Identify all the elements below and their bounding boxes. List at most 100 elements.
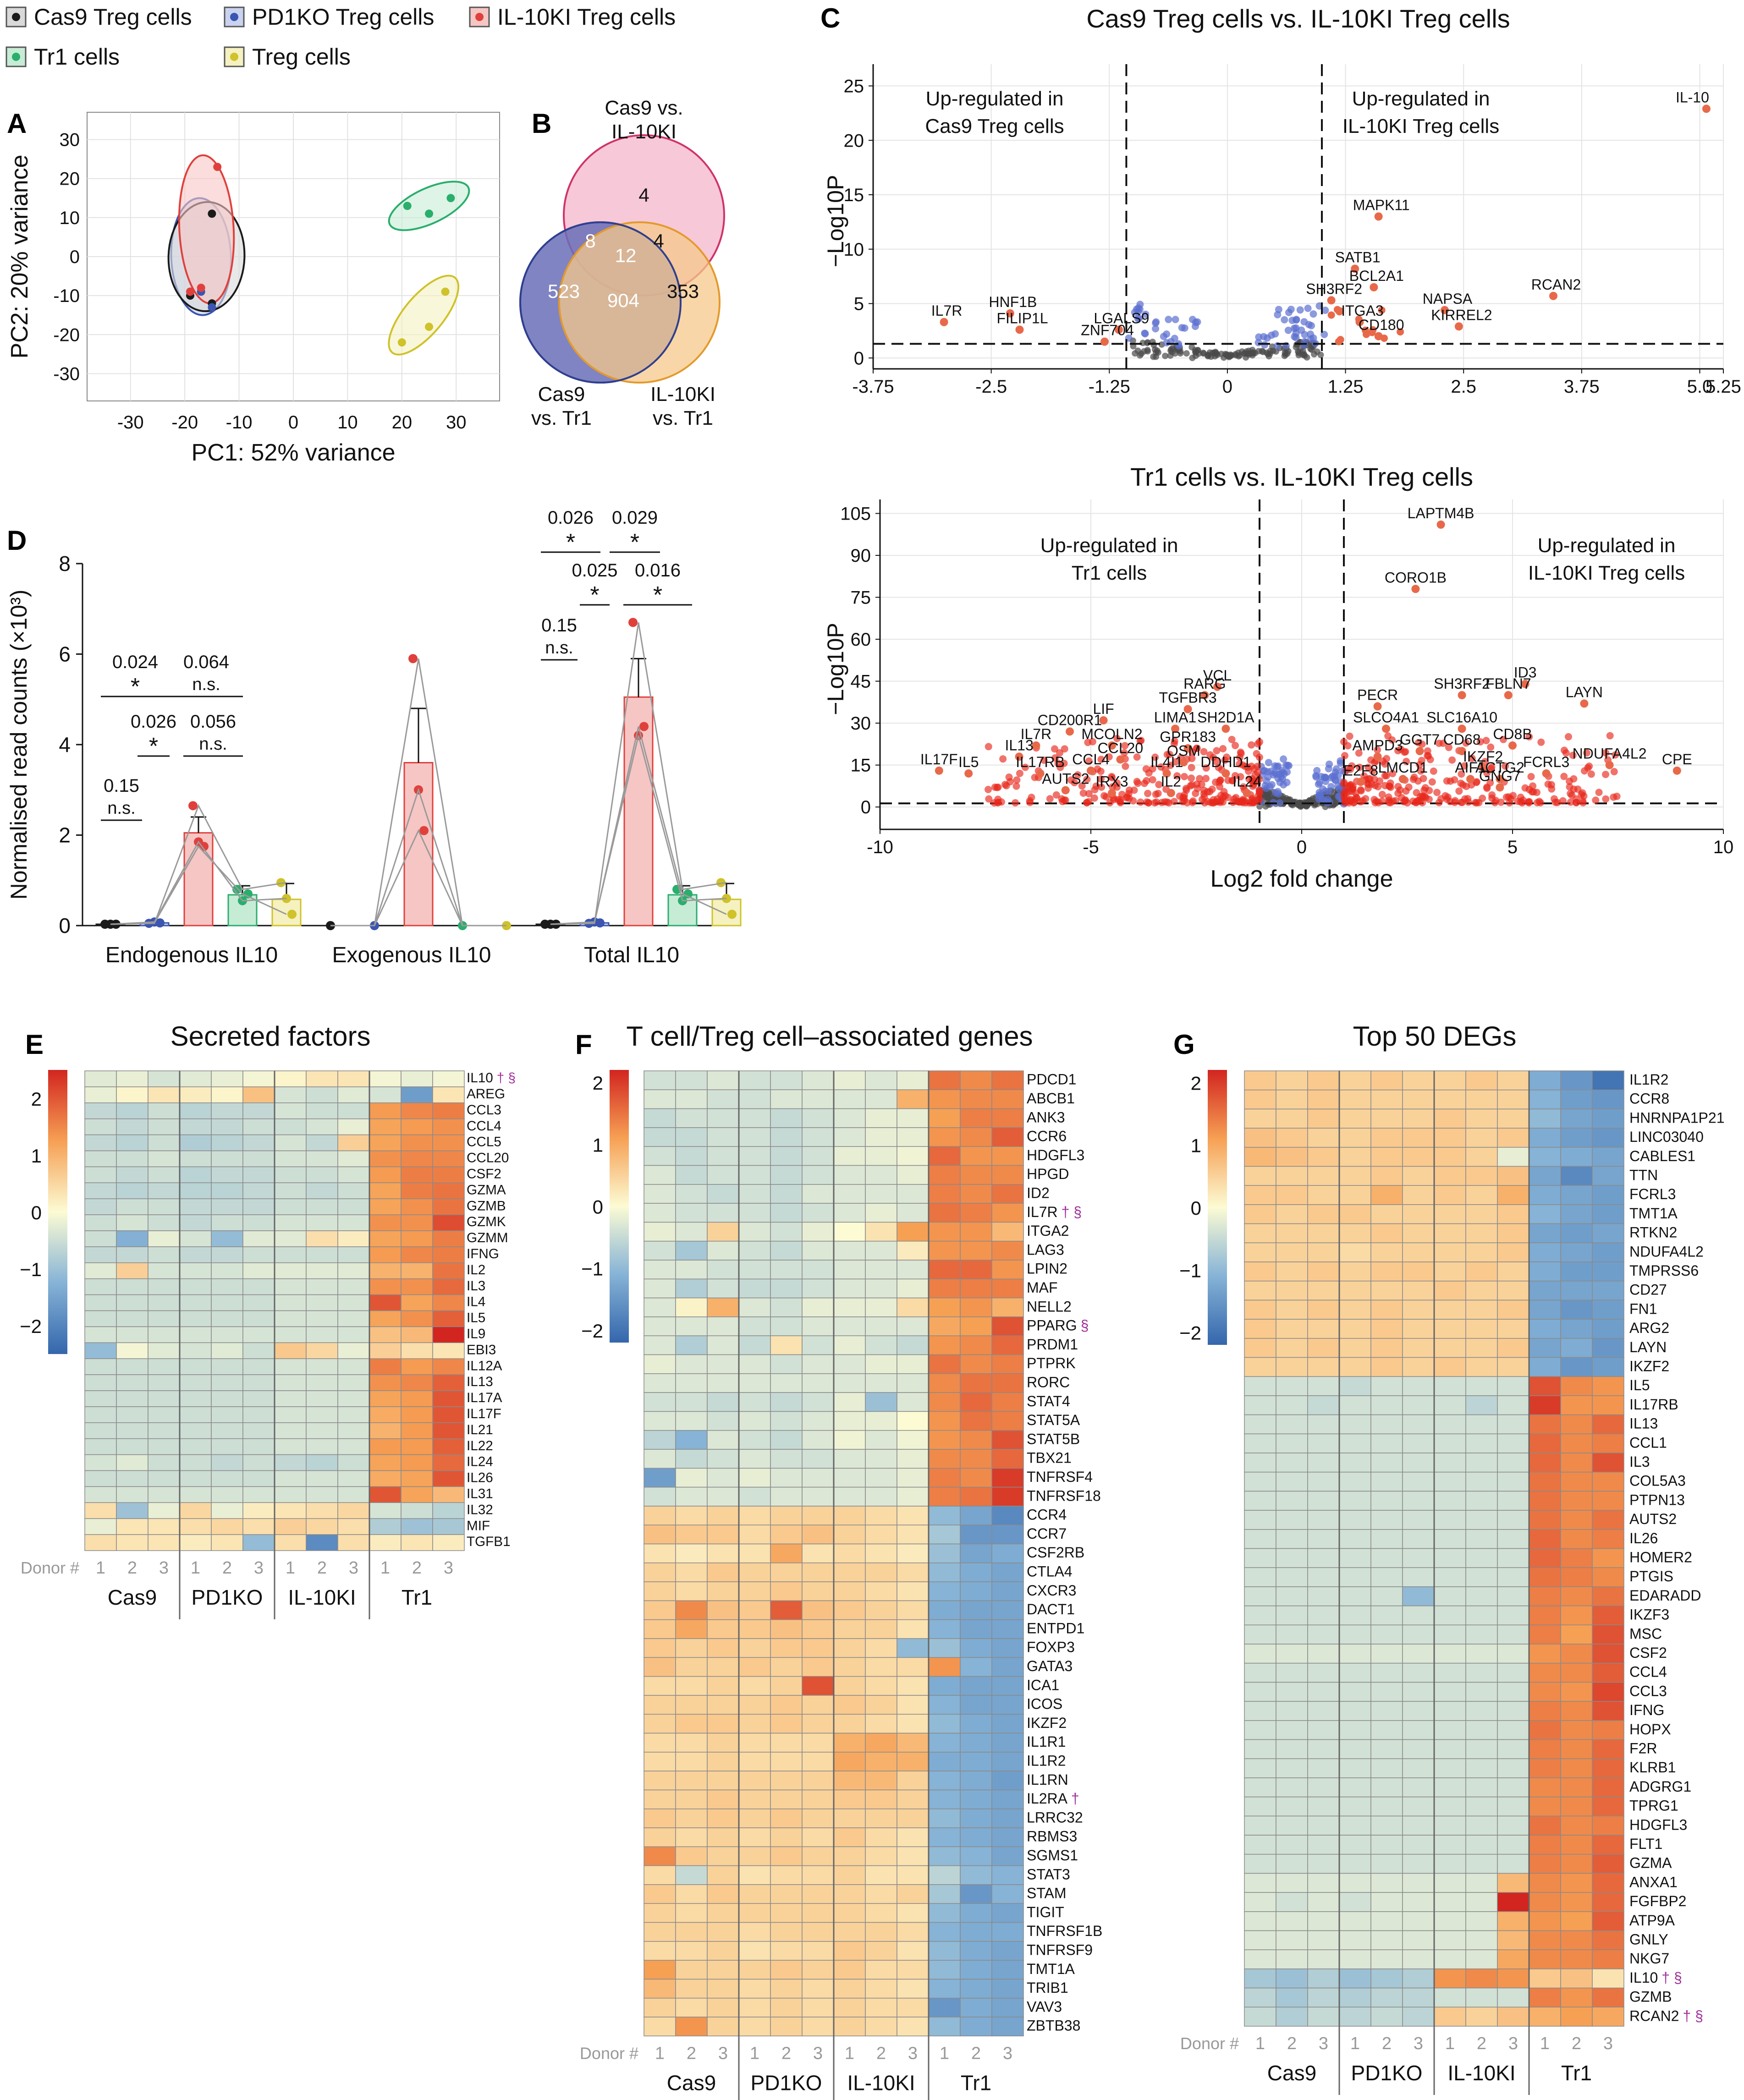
heatmap-cell — [928, 1335, 961, 1355]
heatmap-cell — [1465, 1166, 1498, 1186]
heatmap-cell — [148, 1294, 180, 1311]
heatmap-cell — [1529, 1853, 1561, 1874]
heatmap-cell — [1244, 1586, 1276, 1607]
gene-label: CD200R1 — [1038, 712, 1102, 728]
heatmap-cell — [991, 1563, 1024, 1582]
heatmap-cell — [306, 1342, 338, 1359]
heatmap-cell — [1529, 1185, 1561, 1205]
heatmap-cell — [738, 1449, 771, 1469]
heatmap-cell — [1307, 1185, 1340, 1205]
heatmap-cell — [337, 1454, 370, 1471]
heatmap-cell — [928, 1260, 961, 1280]
heatmap-cell — [1434, 1624, 1466, 1645]
heatmap-cell — [1339, 1644, 1371, 1664]
heatmap-cell — [211, 1310, 243, 1327]
heatmap-cell — [960, 1657, 992, 1677]
heatmap-cell — [1465, 1548, 1498, 1568]
heatmap-cell — [401, 1342, 433, 1359]
donor-number: 3 — [349, 1558, 358, 1578]
gene-label: GNG7 — [1479, 768, 1521, 784]
heatmap-cell — [707, 1563, 739, 1582]
heatmap-cell — [1276, 1453, 1308, 1473]
heatmap-cell — [897, 1524, 929, 1545]
heatmap-cell — [833, 1524, 866, 1545]
significance-mark: * — [590, 582, 599, 609]
gene-row-label: EBI3 — [467, 1342, 496, 1357]
heatmap-cell — [991, 1297, 1024, 1317]
heatmap-cell — [738, 1846, 771, 1866]
heatmap-cell — [928, 1997, 961, 2018]
heatmap-cell — [116, 1198, 149, 1215]
heatmap-cell — [1497, 1491, 1529, 1511]
gene-row-label: MIF — [467, 1518, 490, 1533]
heatmap-cell — [1370, 1720, 1403, 1740]
heatmap-cell — [707, 1638, 739, 1658]
volcano-point-labeled — [1108, 789, 1116, 797]
heatmap-cell — [84, 1454, 117, 1471]
heatmap-cell — [1560, 1471, 1593, 1492]
heatmap-group-label: Tr1 — [961, 2071, 991, 2095]
heatmap-cell — [802, 1203, 834, 1223]
volcano-point-sig — [1349, 785, 1357, 793]
heatmap-cell — [1244, 1204, 1276, 1224]
heatmap-cell — [707, 1600, 739, 1620]
heatmap-cell — [1339, 1089, 1371, 1110]
heatmap-cell — [211, 1070, 243, 1087]
heatmap-cell — [1592, 1662, 1624, 1683]
heatmap-cell — [1592, 1529, 1624, 1549]
heatmap-cell — [770, 1070, 803, 1091]
heatmap-cell — [1592, 1471, 1624, 1492]
heatmap-cell — [1529, 1644, 1561, 1664]
volcano-point-sig — [1097, 775, 1105, 783]
heatmap-cell — [1402, 1338, 1435, 1358]
heatmap-cell — [770, 1865, 803, 1885]
volcano-point-sig — [1083, 799, 1091, 806]
volcano-point-sig — [1202, 764, 1210, 772]
heatmap-cell — [1402, 1911, 1435, 1931]
heatmap-cell — [148, 1422, 180, 1439]
heatmap-cell — [738, 1354, 771, 1374]
heatmap-cell — [1465, 1720, 1498, 1740]
heatmap-cell — [1529, 1892, 1561, 1912]
x-tick-label: 0 — [1297, 837, 1307, 857]
heatmap-cell — [1434, 1395, 1466, 1415]
x-axis-label: PC1: 52% variance — [191, 439, 395, 466]
heatmap-cell — [770, 1997, 803, 2018]
gene-row-label: GZMA — [1629, 1855, 1672, 1871]
heatmap-cell — [1339, 1453, 1371, 1473]
heatmap-cell — [770, 1600, 803, 1620]
heatmap-cell — [1276, 1567, 1308, 1587]
heatmap-cell — [1434, 1701, 1466, 1721]
volcano-point-sig — [940, 318, 948, 326]
heatmap-cell — [401, 1390, 433, 1407]
heatmap-cell — [802, 1714, 834, 1734]
donor-number: 1 — [191, 1558, 200, 1578]
pca-point — [425, 209, 434, 218]
heatmap-cell — [738, 1827, 771, 1848]
gene-row-label: ATP9A — [1629, 1912, 1675, 1929]
marker-symbol: † § — [1062, 1204, 1082, 1220]
heatmap-cell — [116, 1438, 149, 1455]
gene-row-label: CCR8 — [1629, 1091, 1669, 1107]
heatmap-cell — [84, 1486, 117, 1503]
volcano-point-sig — [1448, 756, 1456, 764]
heatmap-cell — [306, 1278, 338, 1295]
heatmap-cell — [1339, 1223, 1371, 1244]
heatmap-cell — [306, 1502, 338, 1519]
volcano-point-sig — [1248, 741, 1255, 749]
heatmap-cell — [991, 1979, 1024, 1999]
heatmap-cell — [802, 1846, 834, 1866]
gene-row-label: GZMB — [467, 1198, 506, 1213]
heatmap-cell — [833, 1240, 866, 1261]
heatmap-cell — [1244, 1815, 1276, 1836]
heatmap-cell — [1497, 1108, 1529, 1129]
legend-dot — [475, 13, 484, 21]
heatmap-cell — [738, 2017, 771, 2037]
heatmap-cell — [770, 1827, 803, 1848]
volcano-plot-tr1-vs-il10ki: Tr1 cells vs. IL-10KI Treg cells-10 -5 0 5 1… — [823, 462, 1733, 892]
volcano-point-labeled — [1171, 724, 1179, 733]
venn-outline — [519, 221, 682, 384]
volcano-point-sig — [1166, 762, 1174, 769]
gene-row-label: IL2RA † — [1027, 1790, 1079, 1807]
